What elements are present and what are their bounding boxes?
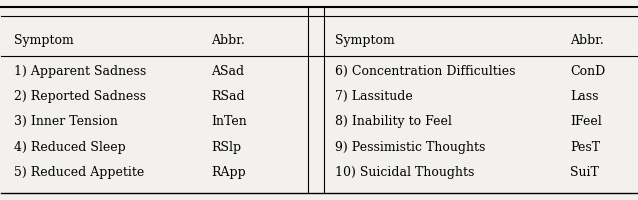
Text: 1) Apparent Sadness: 1) Apparent Sadness: [14, 65, 146, 78]
Text: 6) Concentration Difficulties: 6) Concentration Difficulties: [335, 65, 516, 78]
Text: 3) Inner Tension: 3) Inner Tension: [14, 115, 118, 128]
Text: Abbr.: Abbr.: [211, 34, 245, 47]
Text: PesT: PesT: [570, 141, 600, 154]
Text: RSlp: RSlp: [211, 141, 241, 154]
Text: 4) Reduced Sleep: 4) Reduced Sleep: [14, 141, 126, 154]
Text: IFeel: IFeel: [570, 115, 602, 128]
Text: ASad: ASad: [211, 65, 244, 78]
Text: InTen: InTen: [211, 115, 247, 128]
Text: SuiT: SuiT: [570, 166, 599, 179]
Text: 7) Lassitude: 7) Lassitude: [335, 90, 413, 103]
Text: Symptom: Symptom: [335, 34, 395, 47]
Text: RApp: RApp: [211, 166, 246, 179]
Text: 8) Inability to Feel: 8) Inability to Feel: [335, 115, 452, 128]
Text: 9) Pessimistic Thoughts: 9) Pessimistic Thoughts: [335, 141, 486, 154]
Text: 2) Reported Sadness: 2) Reported Sadness: [14, 90, 146, 103]
Text: Abbr.: Abbr.: [570, 34, 604, 47]
Text: Symptom: Symptom: [14, 34, 74, 47]
Text: ConD: ConD: [570, 65, 605, 78]
Text: 5) Reduced Appetite: 5) Reduced Appetite: [14, 166, 144, 179]
Text: 10) Suicidal Thoughts: 10) Suicidal Thoughts: [335, 166, 474, 179]
Text: Lass: Lass: [570, 90, 598, 103]
Text: RSad: RSad: [211, 90, 244, 103]
